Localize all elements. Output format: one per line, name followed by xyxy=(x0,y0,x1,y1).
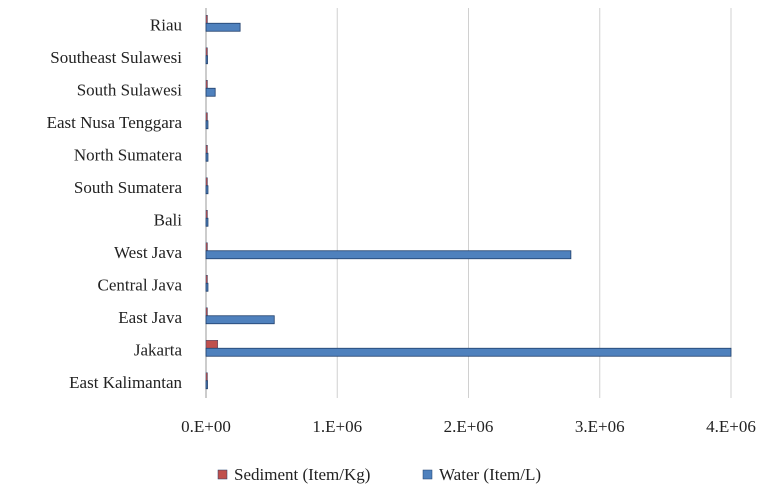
category-label: Riau xyxy=(150,15,183,34)
bar-water xyxy=(205,152,209,162)
legend: Sediment (Item/Kg) Water (Item/L) xyxy=(217,465,541,484)
bar-sediment xyxy=(205,145,208,154)
category-label: South Sumatera xyxy=(74,178,183,197)
tick-labels: 0.E+00 1.E+06 2.E+06 3.E+06 4.E+06 xyxy=(181,417,756,436)
bar-sediment xyxy=(205,210,208,219)
x-tick-label: 1.E+06 xyxy=(312,417,362,436)
bar-sediment xyxy=(205,112,208,121)
bar-water xyxy=(205,55,208,65)
bars xyxy=(205,15,732,390)
x-tick-label: 2.E+06 xyxy=(444,417,494,436)
bar-sediment xyxy=(205,15,208,24)
bar-water xyxy=(205,347,732,357)
category-label: East Nusa Tenggara xyxy=(47,113,183,132)
legend-label: Water (Item/L) xyxy=(439,465,541,484)
gridlines xyxy=(205,8,732,398)
category-label: West Java xyxy=(114,243,182,262)
category-label: Southeast Sulawesi xyxy=(50,48,182,67)
x-tick-label: 0.E+00 xyxy=(181,417,231,436)
category-label: Bali xyxy=(154,210,183,229)
bar-water xyxy=(205,250,572,260)
category-label: Jakarta xyxy=(134,340,183,359)
bar-sediment xyxy=(205,340,219,349)
bar-sediment xyxy=(205,242,208,251)
legend-swatch xyxy=(217,469,228,480)
bar-sediment xyxy=(205,177,208,186)
bar-sediment xyxy=(205,275,208,284)
bar-sediment xyxy=(205,80,208,89)
bar-water xyxy=(205,22,241,32)
x-tick-label: 4.E+06 xyxy=(706,417,756,436)
bar-water xyxy=(205,380,208,390)
category-label: East Kalimantan xyxy=(69,373,182,392)
bar-water xyxy=(205,217,209,227)
bar-sediment xyxy=(205,307,208,316)
x-tick-label: 3.E+06 xyxy=(575,417,625,436)
legend-swatch xyxy=(422,469,433,480)
category-label: South Sulawesi xyxy=(77,80,183,99)
legend-label: Sediment (Item/Kg) xyxy=(234,465,370,484)
bar-water xyxy=(205,282,209,292)
bar-water xyxy=(205,315,275,325)
bar-water xyxy=(205,87,216,97)
bar-water xyxy=(205,120,209,130)
bar-water xyxy=(205,185,209,195)
category-label: North Sumatera xyxy=(74,145,183,164)
category-label: Central Java xyxy=(98,275,183,294)
category-label: East Java xyxy=(118,308,182,327)
bar-sediment xyxy=(205,47,208,56)
category-labels: Riau Southeast Sulawesi South Sulawesi East… xyxy=(47,15,183,392)
bar-sediment xyxy=(205,372,208,381)
